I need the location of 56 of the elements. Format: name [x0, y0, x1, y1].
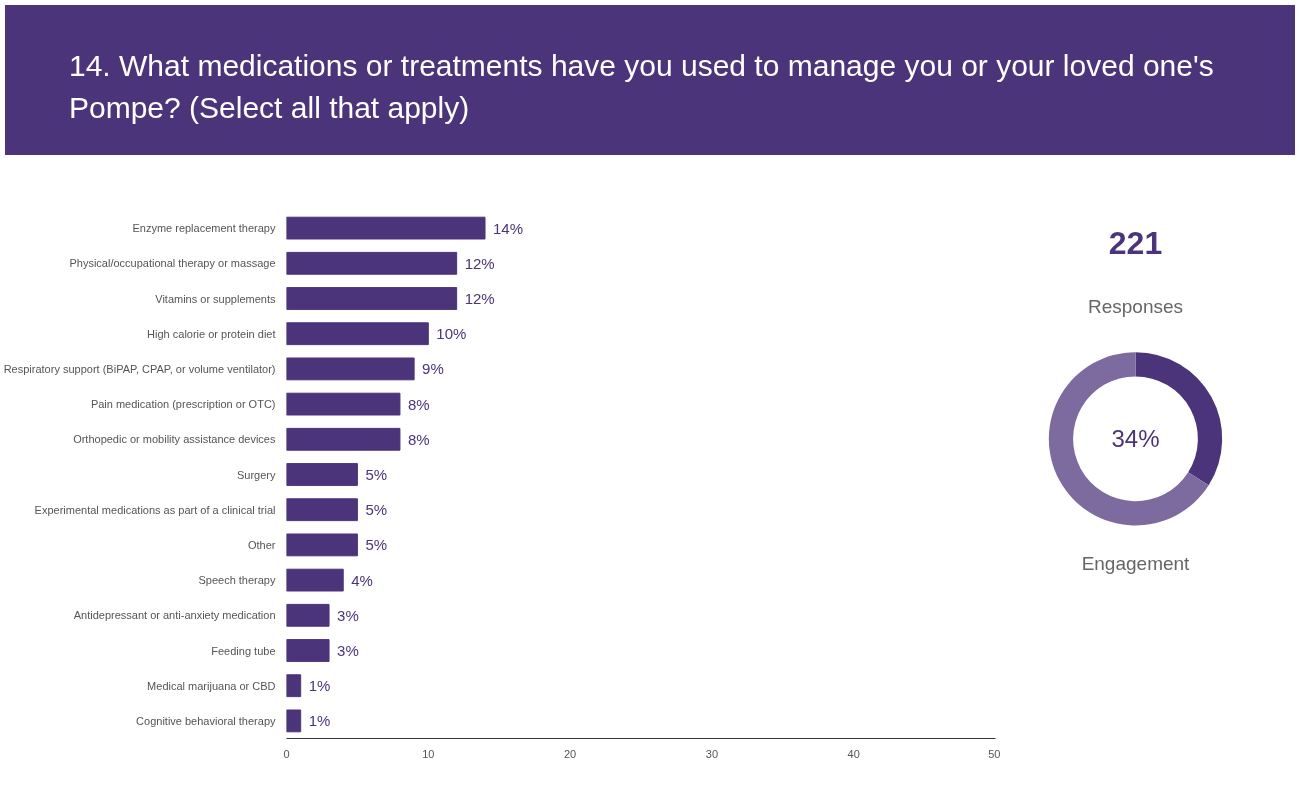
bar [286, 603, 330, 627]
x-tick-label: 40 [847, 747, 860, 760]
y-tick-label: Orthopedic or mobility assistance devices [73, 433, 276, 446]
bar [286, 533, 358, 557]
data-label: 14% [493, 219, 524, 237]
y-tick-label: Enzyme replacement therapy [132, 222, 276, 235]
bar [286, 568, 344, 592]
bar [286, 674, 302, 698]
data-label: 5% [365, 536, 388, 554]
x-tick-label: 10 [422, 747, 435, 760]
data-label: 1% [308, 712, 331, 730]
y-tick-label: Experimental medications as part of a clinical trial [34, 503, 276, 516]
data-label: 12% [464, 290, 495, 307]
bar [286, 251, 458, 275]
data-label: 4% [351, 571, 373, 589]
text: 34% [1111, 425, 1160, 453]
y-tick-label: Antidepressant or anti-anxiety medication [73, 609, 276, 622]
bar [286, 357, 415, 381]
data-label: 3% [337, 606, 359, 624]
x-tick-label: 0 [283, 747, 290, 760]
data-label: 8% [407, 430, 430, 448]
y-tick-label: Pain medication (prescription or OTC) [90, 398, 276, 411]
y-tick-label: Surgery [236, 468, 276, 481]
data-label: 3% [337, 642, 359, 659]
text: 221 [1108, 224, 1163, 261]
bar [286, 287, 458, 310]
text: Responses [1087, 296, 1184, 318]
bar [286, 463, 358, 486]
bar [286, 322, 429, 346]
x-tick-label: 30 [705, 747, 719, 760]
x-tick-label: 50 [988, 747, 1001, 760]
y-tick-label: Vitamins or supplements [155, 292, 276, 305]
text: Engagement [1081, 553, 1191, 575]
chart-title: 14. What medications or treatments have you used to manage you or your loved one's Pompe? (Select all that apply) [69, 48, 1215, 126]
data-label: 5% [365, 501, 388, 519]
bar [286, 709, 302, 733]
y-tick-label: Speech therapy [198, 574, 276, 587]
bar [286, 498, 358, 522]
data-label: 12% [464, 254, 495, 272]
data-label: 9% [422, 360, 444, 378]
bar [286, 427, 401, 451]
y-tick-label: Physical/occupational therapy or massage [69, 257, 276, 270]
y-tick-label: Cognitive behavioral therapy [136, 714, 276, 727]
bar [286, 216, 486, 240]
data-label: 5% [365, 466, 388, 483]
y-tick-label: High calorie or protein diet [147, 327, 276, 340]
x-tick-label: 20 [563, 747, 577, 760]
data-label: 10% [436, 325, 467, 343]
y-tick-label: Respiratory support (BiPAP, CPAP, or volume ventilator) [3, 362, 276, 375]
bar [286, 639, 330, 662]
data-label: 8% [407, 395, 430, 413]
y-tick-label: Feeding tube [211, 644, 276, 657]
bar [286, 392, 401, 416]
y-tick-label: Medical marijuana or CBD [147, 679, 276, 692]
y-tick-label: Other [247, 538, 276, 551]
data-label: 1% [308, 677, 331, 695]
